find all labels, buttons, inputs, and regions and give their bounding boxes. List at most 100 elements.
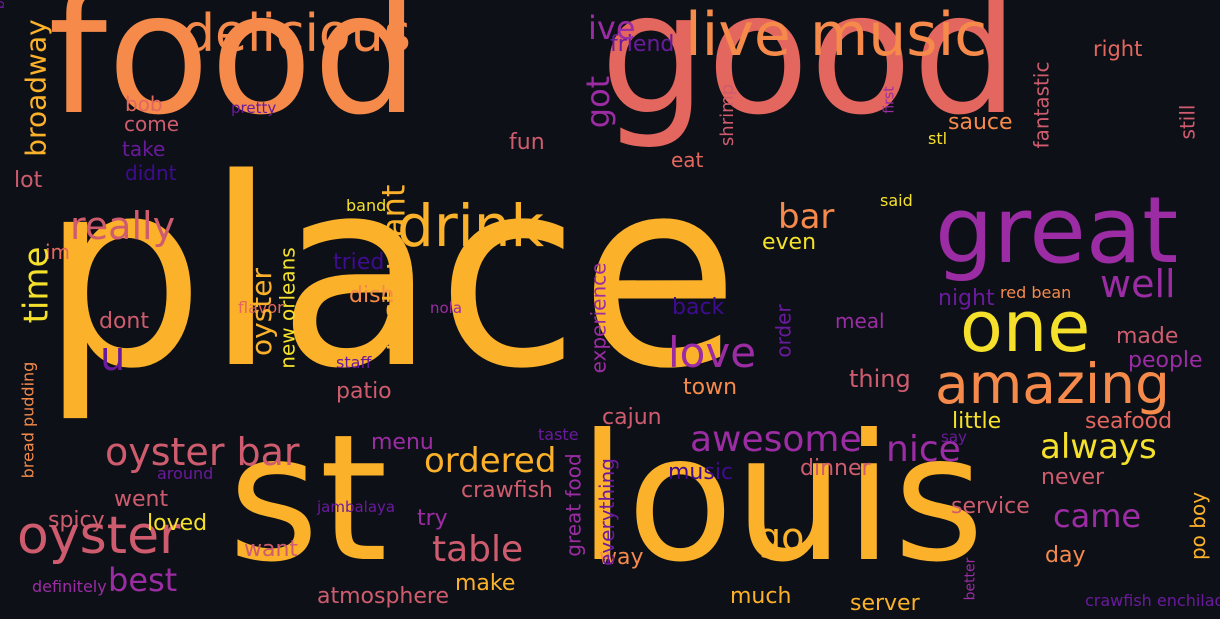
word-music: music bbox=[668, 460, 734, 485]
word-better: better bbox=[961, 557, 978, 601]
word-experience: experience bbox=[585, 262, 610, 374]
word-dont: dont bbox=[99, 309, 149, 334]
word-delicious: delicious bbox=[182, 4, 411, 64]
word-shrimp: shrimp bbox=[717, 83, 739, 147]
word-one: one bbox=[960, 286, 1091, 368]
word-try: try bbox=[417, 506, 448, 531]
word-loved: loved bbox=[147, 511, 208, 536]
word-make: make bbox=[455, 571, 516, 596]
word-crawfish: crawfish bbox=[461, 478, 553, 503]
word-back: back bbox=[672, 295, 725, 320]
word-tried: tried bbox=[333, 250, 385, 275]
word-friend: friend bbox=[610, 32, 675, 57]
word-way: way bbox=[599, 545, 644, 570]
word-table: table bbox=[432, 529, 524, 570]
word-day: day bbox=[1045, 543, 1086, 568]
word-always: always bbox=[1040, 427, 1157, 467]
word-take: take bbox=[122, 137, 166, 161]
word-never: never bbox=[1041, 465, 1105, 490]
word-say: say bbox=[941, 428, 967, 446]
word-dinner: dinner bbox=[800, 456, 871, 481]
word-nola: nola bbox=[430, 299, 463, 317]
word-broadway: broadway bbox=[19, 19, 53, 157]
word-dish: dish bbox=[349, 283, 395, 308]
word-lot: lot bbox=[14, 168, 43, 193]
word-want: want bbox=[244, 537, 299, 562]
word-jambalaya: jambalaya bbox=[317, 498, 396, 516]
word-didnt: didnt bbox=[125, 161, 177, 185]
word-awesome: awesome bbox=[690, 419, 862, 460]
word-still: still bbox=[1174, 104, 1199, 140]
word-patio: patio bbox=[336, 379, 392, 404]
word-love: love bbox=[668, 328, 757, 377]
word-server: server bbox=[850, 591, 920, 616]
word-much: much bbox=[730, 584, 792, 609]
word-people: people bbox=[1128, 348, 1203, 373]
word-crawfish-enchilada: crawfish enchilada bbox=[1085, 591, 1220, 610]
word-night: night bbox=[938, 286, 995, 311]
word-drink: drink bbox=[397, 192, 545, 260]
word-taste: taste bbox=[538, 425, 579, 444]
word-oyster-bar: oyster bar bbox=[105, 430, 300, 474]
word-fantastic: fantastic bbox=[1028, 61, 1053, 149]
word-bob: bob bbox=[125, 92, 163, 116]
word-amazing: amazing bbox=[935, 352, 1170, 416]
word-everything: everything bbox=[594, 458, 619, 566]
word-first: first bbox=[881, 86, 898, 114]
word-food: food bbox=[48, 0, 420, 152]
word-st: st bbox=[228, 398, 388, 601]
word-even: even bbox=[762, 230, 817, 255]
word-bit: bit bbox=[0, 0, 9, 10]
word-little: little bbox=[952, 409, 1002, 434]
word-restaurant: restaurant bbox=[373, 184, 412, 352]
word-around: around bbox=[157, 464, 214, 483]
word-new-orleans: new orleans bbox=[275, 247, 300, 369]
word-great: great bbox=[935, 177, 1179, 284]
word-order: order bbox=[771, 304, 796, 358]
word-meal: meal bbox=[835, 309, 885, 333]
word-made: made bbox=[1116, 324, 1179, 349]
word-nice: nice bbox=[886, 429, 961, 470]
word-flavor: flavor bbox=[238, 298, 284, 317]
word-really: really bbox=[70, 204, 176, 248]
word-definitely: definitely bbox=[32, 577, 107, 596]
word-ordered: ordered bbox=[424, 441, 557, 481]
word-seafood: seafood bbox=[1085, 409, 1173, 434]
word-great-food: great food bbox=[561, 453, 586, 557]
word-oyster: oyster bbox=[245, 267, 279, 357]
word-stl: stl bbox=[928, 129, 948, 148]
word-menu: menu bbox=[371, 430, 434, 455]
word-got: got bbox=[579, 75, 618, 129]
word-said: said bbox=[880, 191, 913, 210]
word-fun: fun bbox=[509, 130, 545, 155]
word-im: im bbox=[45, 240, 71, 264]
word-best: best bbox=[108, 561, 178, 599]
word-service: service bbox=[951, 494, 1030, 519]
word-time: time bbox=[15, 246, 56, 324]
word-pretty: pretty bbox=[231, 99, 277, 117]
word-live-music: live music bbox=[685, 0, 988, 70]
word-came: came bbox=[1053, 497, 1142, 535]
word-come: come bbox=[124, 112, 180, 136]
word-louis: louis bbox=[578, 398, 985, 601]
word-oyster: oyster bbox=[17, 506, 181, 566]
word-right: right bbox=[1093, 37, 1143, 61]
word-go: go bbox=[757, 515, 805, 559]
word-atmosphere: atmosphere bbox=[317, 584, 449, 609]
word-cajun: cajun bbox=[602, 405, 662, 430]
word-bread-pudding: bread pudding bbox=[17, 361, 37, 479]
word-eat: eat bbox=[671, 148, 704, 172]
word-spicy: spicy bbox=[48, 508, 105, 533]
word-went: went bbox=[114, 487, 169, 512]
word-u: u bbox=[100, 334, 126, 380]
word-well: well bbox=[1100, 262, 1176, 306]
word-place: place bbox=[40, 124, 740, 426]
word-staff: staff bbox=[336, 353, 372, 372]
word-bar: bar bbox=[778, 197, 835, 237]
word-town: town bbox=[683, 375, 738, 400]
word-sauce: sauce bbox=[948, 110, 1013, 135]
word-band: band bbox=[346, 196, 387, 215]
word-po-boy: po boy bbox=[1186, 491, 1211, 561]
word-ive: ive bbox=[588, 9, 636, 47]
